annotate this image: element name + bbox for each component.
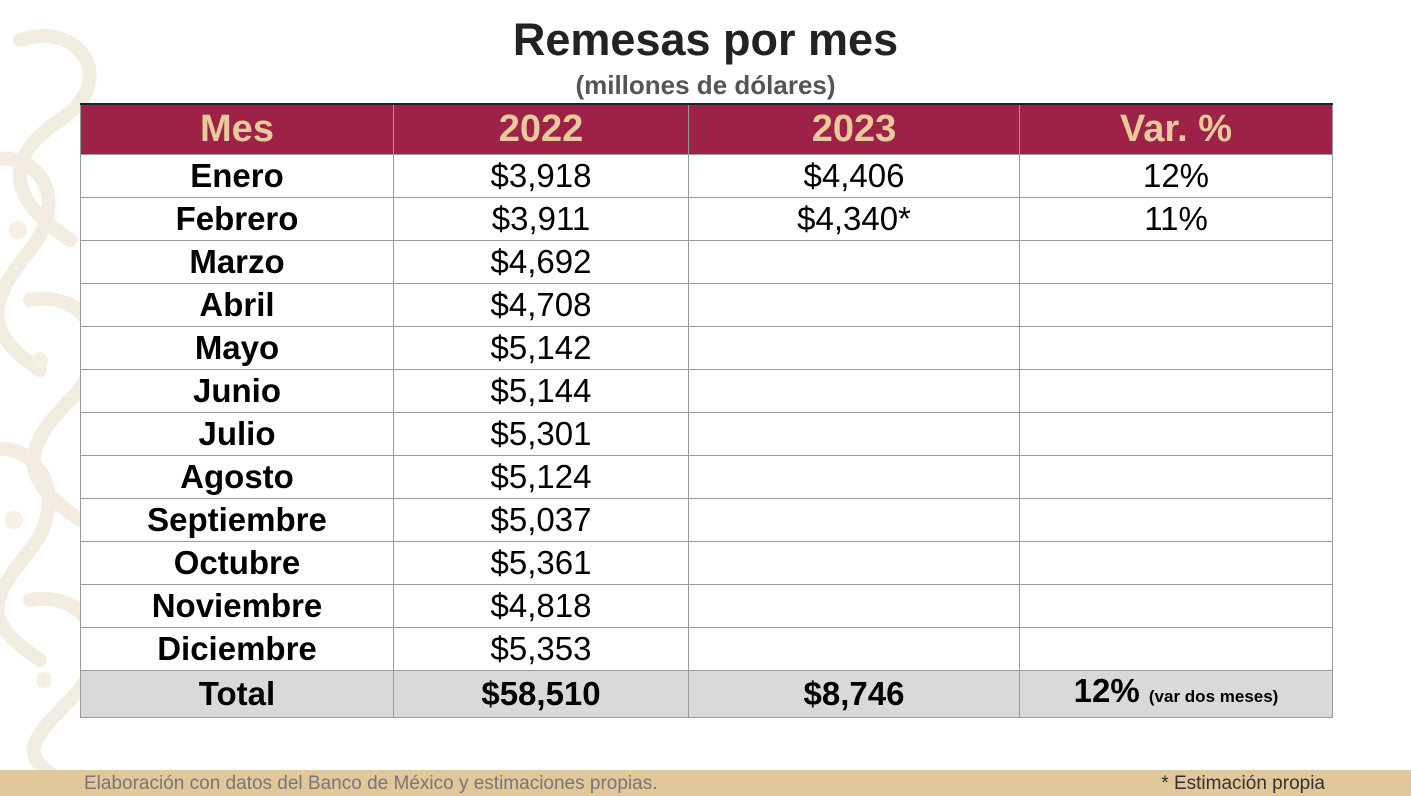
month-cell: Julio <box>80 411 394 456</box>
total-row: Total $58,510 $8,746 12% (var dos meses) <box>80 669 1333 718</box>
table-row: Enero $3,918 $4,406 12% <box>80 153 1333 198</box>
table-header-row: Mes 2022 2023 Var. % <box>80 103 1333 155</box>
value-2023-cell <box>688 540 1020 585</box>
page-title: Remesas por mes <box>512 14 899 65</box>
header-2022: 2022 <box>393 103 689 155</box>
footer-bar: Elaboración con datos del Banco de Méxic… <box>0 770 1411 796</box>
month-cell: Octubre <box>80 540 394 585</box>
value-2022-cell: $5,361 <box>393 540 689 585</box>
value-2022-cell: $5,353 <box>393 626 689 671</box>
value-2022-cell: $5,144 <box>393 368 689 413</box>
value-2022-cell: $3,911 <box>393 196 689 241</box>
value-2022-cell: $5,142 <box>393 325 689 370</box>
value-2022-cell: $4,692 <box>393 239 689 284</box>
table-row: Abril $4,708 <box>80 282 1333 327</box>
total-variation: 12% <box>1073 671 1140 709</box>
footer-note: * Estimación propia <box>1161 773 1325 794</box>
value-2023-cell <box>688 411 1020 456</box>
total-variation-cell: 12% (var dos meses) <box>1019 669 1333 718</box>
variation-cell <box>1019 583 1333 628</box>
table-row: Febrero $3,911 $4,340* 11% <box>80 196 1333 241</box>
value-2023-cell <box>688 239 1020 284</box>
value-2023-cell <box>688 583 1020 628</box>
total-label: Total <box>80 669 394 718</box>
variation-cell <box>1019 497 1333 542</box>
month-cell: Noviembre <box>80 583 394 628</box>
value-2022-cell: $5,124 <box>393 454 689 499</box>
month-cell: Febrero <box>80 196 394 241</box>
value-2023-cell <box>688 282 1020 327</box>
month-cell: Enero <box>80 153 394 198</box>
header-var: Var. % <box>1019 103 1333 155</box>
month-cell: Junio <box>80 368 394 413</box>
table-row: Diciembre $5,353 <box>80 626 1333 671</box>
value-2022-cell: $4,818 <box>393 583 689 628</box>
value-2023-cell <box>688 368 1020 413</box>
remittances-table: Mes 2022 2023 Var. % Enero $3,918 $4,406… <box>80 103 1333 718</box>
header-2023: 2023 <box>688 103 1020 155</box>
variation-cell <box>1019 325 1333 370</box>
month-cell: Marzo <box>80 239 394 284</box>
value-2023-cell: $4,340* <box>688 196 1020 241</box>
variation-cell <box>1019 454 1333 499</box>
table-row: Julio $5,301 <box>80 411 1333 456</box>
table-row: Octubre $5,361 <box>80 540 1333 585</box>
value-2022-cell: $5,301 <box>393 411 689 456</box>
variation-cell <box>1019 626 1333 671</box>
table-row: Septiembre $5,037 <box>80 497 1333 542</box>
value-2022-cell: $5,037 <box>393 497 689 542</box>
total-2023: $8,746 <box>688 669 1020 718</box>
value-2023-cell <box>688 497 1020 542</box>
table-row: Agosto $5,124 <box>80 454 1333 499</box>
header-mes: Mes <box>80 103 394 155</box>
value-2023-cell <box>688 454 1020 499</box>
variation-cell <box>1019 282 1333 327</box>
month-cell: Mayo <box>80 325 394 370</box>
table-row: Mayo $5,142 <box>80 325 1333 370</box>
table-row: Noviembre $4,818 <box>80 583 1333 628</box>
page-subtitle: (millones de dólares) <box>575 70 836 100</box>
variation-cell: 12% <box>1019 153 1333 198</box>
variation-cell <box>1019 411 1333 456</box>
footer-source: Elaboración con datos del Banco de Méxic… <box>84 773 658 794</box>
value-2023-cell: $4,406 <box>688 153 1020 198</box>
month-cell: Diciembre <box>80 626 394 671</box>
value-2023-cell <box>688 626 1020 671</box>
variation-cell: 11% <box>1019 196 1333 241</box>
variation-cell <box>1019 239 1333 284</box>
month-cell: Septiembre <box>80 497 394 542</box>
table-row: Junio $5,144 <box>80 368 1333 413</box>
total-2022: $58,510 <box>393 669 689 718</box>
variation-cell <box>1019 368 1333 413</box>
total-variation-note: (var dos meses) <box>1148 686 1279 706</box>
value-2023-cell <box>688 325 1020 370</box>
month-cell: Agosto <box>80 454 394 499</box>
value-2022-cell: $3,918 <box>393 153 689 198</box>
value-2022-cell: $4,708 <box>393 282 689 327</box>
table-row: Marzo $4,692 <box>80 239 1333 284</box>
month-cell: Abril <box>80 282 394 327</box>
variation-cell <box>1019 540 1333 585</box>
